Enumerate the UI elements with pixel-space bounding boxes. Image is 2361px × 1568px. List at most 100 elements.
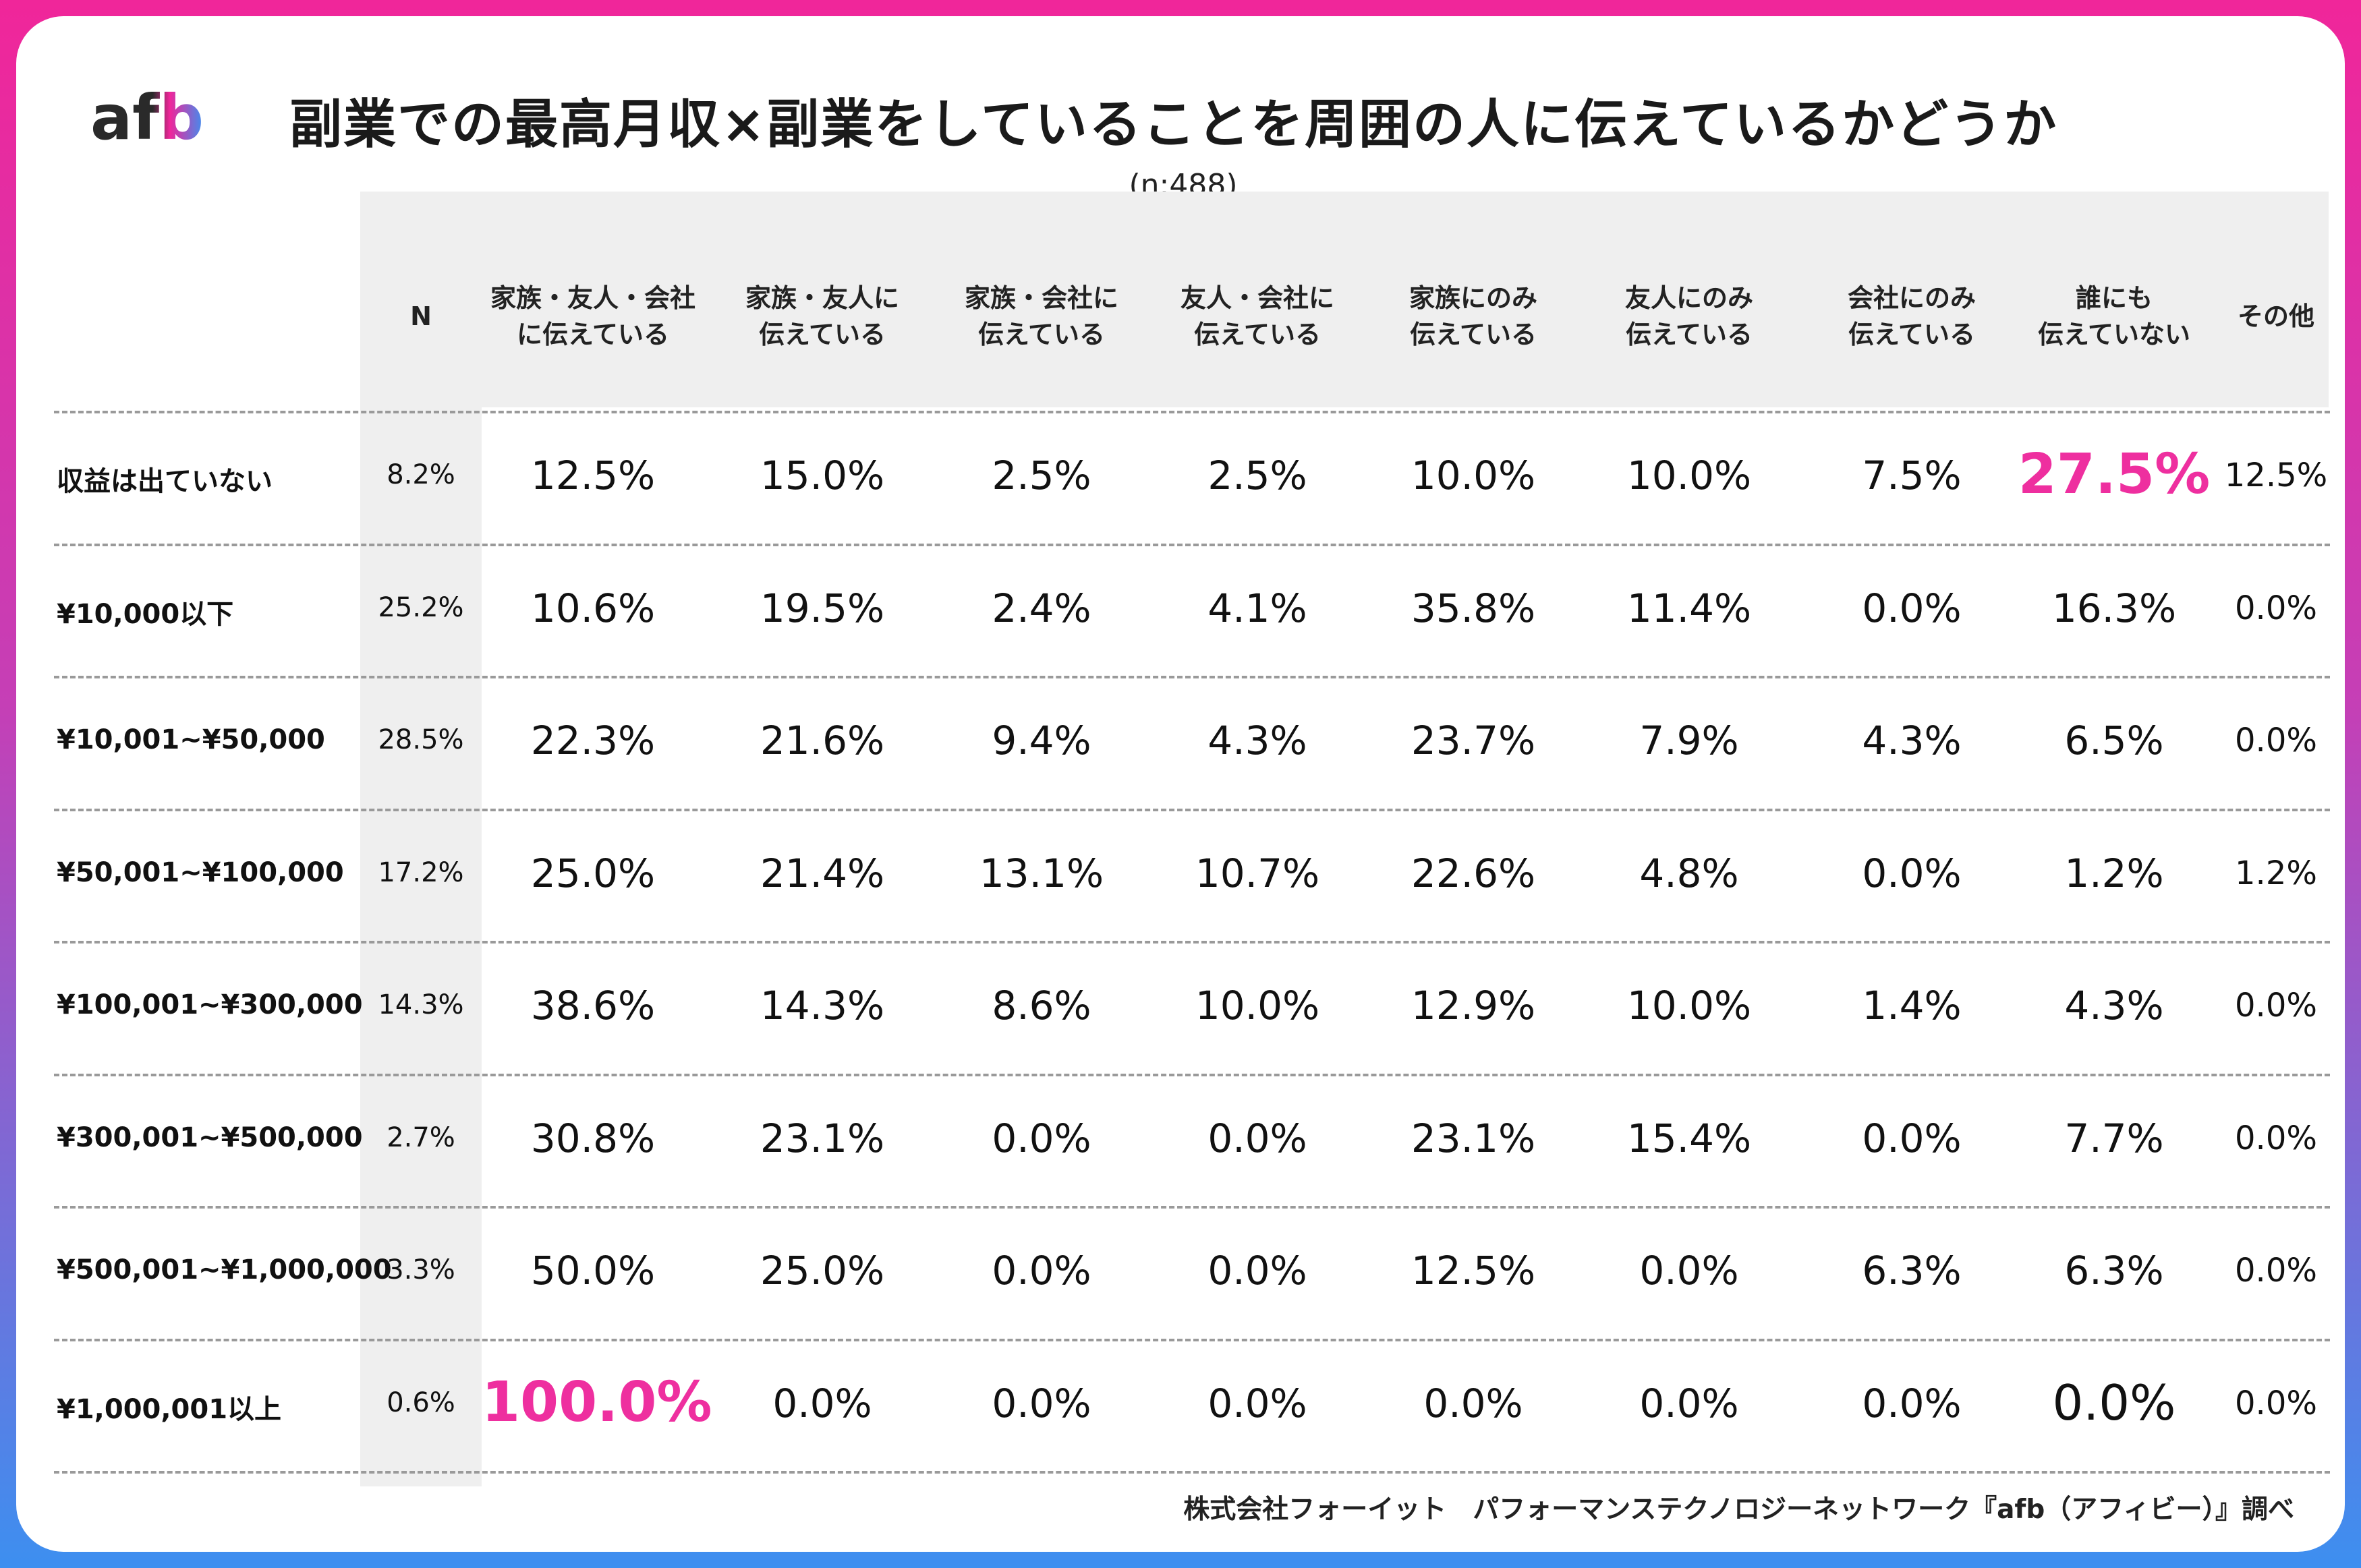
- value-cell: 0.0%: [2235, 1384, 2317, 1422]
- value-cell: 0.0%: [1862, 1380, 1962, 1426]
- value-cell: 19.5%: [760, 585, 885, 631]
- value-cell: 22.6%: [1411, 850, 1536, 896]
- row-label: ¥1,000,001以上: [57, 1393, 282, 1425]
- value-cell: 10.0%: [1626, 983, 1752, 1029]
- value-cell: 0.0%: [992, 1248, 1091, 1294]
- row-label: ¥300,001~¥500,000: [57, 1122, 363, 1153]
- n-cell: 0.6%: [387, 1387, 455, 1418]
- row-label: ¥50,001~¥100,000: [57, 856, 344, 888]
- value-cell: 2.4%: [992, 585, 1091, 631]
- n-cell: 28.5%: [378, 724, 464, 756]
- value-cell: 0.0%: [992, 1115, 1091, 1161]
- n-cell: 3.3%: [387, 1254, 455, 1286]
- value-cell: 10.0%: [1626, 453, 1752, 499]
- value-cell: 0.0%: [992, 1380, 1091, 1426]
- row-label: ¥10,001~¥50,000: [57, 724, 325, 756]
- value-cell: 25.0%: [530, 850, 656, 896]
- value-cell: 100.0%: [482, 1370, 712, 1434]
- value-cell: 15.4%: [1626, 1115, 1752, 1161]
- value-cell: 4.1%: [1207, 585, 1307, 631]
- value-cell: 1.2%: [2064, 850, 2164, 896]
- svg-text:afb: afb: [90, 84, 204, 154]
- value-cell: 16.3%: [2051, 585, 2177, 631]
- value-cell: 9.4%: [992, 718, 1091, 764]
- row-divider: [54, 676, 2330, 678]
- row-label: ¥10,000以下: [57, 598, 234, 630]
- row-divider: [54, 1073, 2330, 1076]
- value-cell: 0.0%: [2235, 722, 2317, 760]
- row-label: 収益は出ていない: [57, 466, 273, 498]
- header-background: [482, 192, 2329, 407]
- value-cell: 0.0%: [1862, 850, 1962, 896]
- value-cell: 0.0%: [772, 1380, 872, 1426]
- value-cell: 11.4%: [1626, 585, 1752, 631]
- value-cell: 27.5%: [2018, 442, 2211, 507]
- value-cell: 30.8%: [530, 1115, 656, 1161]
- row-label: ¥500,001~¥1,000,000: [57, 1254, 392, 1286]
- n-cell: 2.7%: [387, 1122, 455, 1153]
- n-cell: 17.2%: [378, 856, 464, 888]
- value-cell: 0.0%: [2235, 589, 2317, 627]
- value-cell: 23.1%: [1411, 1115, 1536, 1161]
- header-n: N: [410, 301, 432, 331]
- value-cell: 0.0%: [1639, 1380, 1739, 1426]
- row-divider: [54, 543, 2330, 546]
- value-cell: 1.2%: [2235, 854, 2317, 892]
- value-cell: 1.4%: [1862, 983, 1962, 1029]
- value-cell: 2.5%: [992, 453, 1091, 499]
- value-cell: 21.4%: [760, 850, 885, 896]
- value-cell: 12.5%: [2224, 457, 2328, 495]
- value-cell: 0.0%: [1639, 1248, 1739, 1294]
- column-header: 家族にのみ 伝えている: [1409, 283, 1537, 349]
- value-cell: 15.0%: [760, 453, 885, 499]
- value-cell: 7.5%: [1862, 453, 1962, 499]
- value-cell: 7.9%: [1639, 718, 1739, 764]
- column-header: 友人・会社に 伝えている: [1180, 283, 1334, 349]
- value-cell: 4.3%: [2064, 983, 2164, 1029]
- value-cell: 0.0%: [2235, 1252, 2317, 1290]
- value-cell: 23.7%: [1411, 718, 1536, 764]
- value-cell: 38.6%: [530, 983, 656, 1029]
- value-cell: 10.0%: [1411, 453, 1536, 499]
- chart-title: 副業での最高月収×副業をしていることを周囲の人に伝えているかどうか: [289, 94, 2058, 155]
- column-header: 家族・友人に 伝えている: [745, 283, 899, 349]
- row-divider: [54, 1206, 2330, 1209]
- value-cell: 10.0%: [1195, 983, 1320, 1029]
- value-cell: 35.8%: [1411, 585, 1536, 631]
- value-cell: 14.3%: [760, 983, 885, 1029]
- value-cell: 12.9%: [1411, 983, 1536, 1029]
- value-cell: 4.8%: [1639, 850, 1739, 896]
- n-cell: 25.2%: [378, 591, 464, 623]
- row-divider: [54, 808, 2330, 811]
- value-cell: 6.3%: [2064, 1248, 2164, 1294]
- chart-card: afb 副業での最高月収×副業をしていることを周囲の人に伝えているかどうか (n…: [16, 16, 2345, 1552]
- value-cell: 0.0%: [2235, 1119, 2317, 1157]
- value-cell: 0.0%: [2052, 1374, 2176, 1432]
- row-divider: [54, 1338, 2330, 1341]
- value-cell: 12.5%: [530, 453, 656, 499]
- value-cell: 6.5%: [2064, 718, 2164, 764]
- value-cell: 10.7%: [1195, 850, 1320, 896]
- value-cell: 0.0%: [1423, 1380, 1523, 1426]
- value-cell: 0.0%: [1207, 1248, 1307, 1294]
- value-cell: 0.0%: [1207, 1115, 1307, 1161]
- value-cell: 25.0%: [760, 1248, 885, 1294]
- value-cell: 0.0%: [2235, 987, 2317, 1025]
- value-cell: 0.0%: [1862, 585, 1962, 631]
- row-divider: [54, 941, 2330, 943]
- value-cell: 12.5%: [1411, 1248, 1536, 1294]
- source-note: 株式会社フォーイット パフォーマンステクノロジーネットワーク『afb（アフィビー…: [1183, 1494, 2294, 1525]
- row-divider: [54, 411, 2330, 413]
- n-column-background: [360, 192, 482, 1486]
- value-cell: 7.7%: [2064, 1115, 2164, 1161]
- value-cell: 23.1%: [760, 1115, 885, 1161]
- column-header: 会社にのみ 伝えている: [1847, 283, 1976, 349]
- row-label: ¥100,001~¥300,000: [57, 989, 363, 1021]
- column-header: 友人にのみ 伝えている: [1624, 283, 1753, 349]
- value-cell: 8.6%: [992, 983, 1091, 1029]
- value-cell: 10.6%: [530, 585, 656, 631]
- value-cell: 6.3%: [1862, 1248, 1962, 1294]
- afb-logo: afb: [90, 84, 204, 154]
- value-cell: 21.6%: [760, 718, 885, 764]
- value-cell: 50.0%: [530, 1248, 656, 1294]
